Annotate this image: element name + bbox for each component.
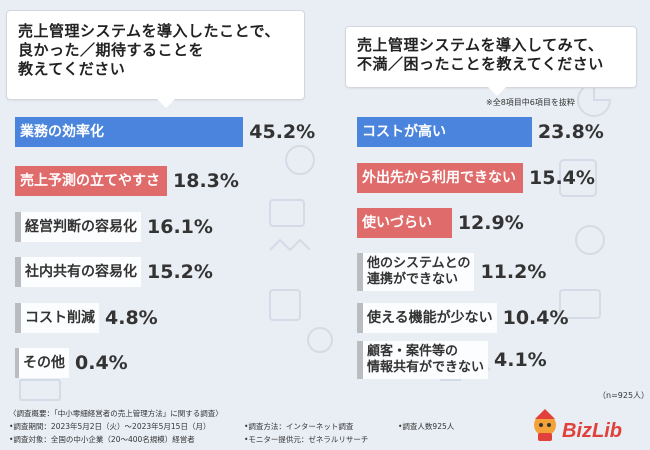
right-row-5: 使える機能が少ない 10.4% [357, 303, 612, 333]
left-question-text: 売上管理システムを導入したことで、 良かった／期待することを 教えてください [18, 22, 281, 78]
left-row-1: 業務の効率化 45.2% [15, 117, 315, 147]
left-bar-4 [15, 257, 21, 287]
right-label-1: コストが高い [362, 124, 446, 140]
left-bar-5 [15, 303, 21, 333]
right-value-5: 10.4% [502, 307, 569, 329]
left-bar-3 [15, 212, 21, 242]
left-question-bubble [6, 10, 305, 108]
left-value-1: 45.2% [249, 121, 316, 143]
right-row-6: 顧客・案件等の 情報共有ができない 4.1% [357, 341, 612, 379]
left-value-5: 4.8% [105, 307, 158, 329]
right-value-2: 15.4% [529, 167, 595, 189]
right-label-3: 使いづらい [362, 215, 432, 231]
right-bar-2 [357, 163, 523, 193]
left-row-5: コスト削減 4.8% [15, 303, 310, 333]
left-row-2: 売上予測の立てやすさ 18.3% [15, 166, 310, 196]
footer-method: •調査方法：インターネット調査 [244, 422, 354, 431]
right-value-3: 12.9% [457, 212, 524, 234]
left-value-6: 0.4% [75, 352, 128, 374]
right-question-bubble [345, 26, 637, 96]
left-bar-6 [15, 348, 19, 378]
left-label-3: 経営判断の容易化 [21, 212, 141, 242]
right-value-4: 11.2% [480, 261, 547, 283]
footer-line-1: 〈調査概要：「中小零細経営者の売上管理方法」に関する調査〉 [9, 409, 223, 418]
left-value-2: 18.3% [173, 170, 239, 192]
left-bar-2 [15, 166, 167, 196]
left-bar-1 [15, 117, 244, 147]
right-note: ※全8項目中6項目を抜粋 [486, 98, 575, 107]
footer-target: •調査対象：全国の中小企業（20〜400名規模）経営者 [9, 435, 195, 444]
right-value-6: 4.1% [494, 349, 547, 371]
left-label-2: 売上予測の立てやすさ [20, 173, 160, 189]
logo-mascot-icon: BizLib [534, 409, 622, 442]
right-row-2: 外出先から利用できない 15.4% [357, 163, 612, 193]
logo-text: BizLib [562, 420, 622, 442]
right-label-6: 顧客・案件等の 情報共有ができない [363, 341, 489, 379]
right-value-1: 23.8% [537, 121, 604, 143]
left-label-4: 社内共有の容易化 [21, 257, 141, 287]
footer-period: •調査期間：2023年5月2日（火）〜2023年5月15日（月） [9, 422, 211, 431]
left-label-1: 業務の効率化 [20, 124, 104, 140]
footer-provider: •モニター提供元：ゼネラルリサーチ [244, 435, 369, 444]
left-row-4: 社内共有の容易化 15.2% [15, 257, 310, 287]
right-bar-4 [357, 253, 363, 291]
left-value-4: 15.2% [147, 261, 213, 283]
right-row-1: コストが高い 23.8% [357, 117, 612, 147]
bizlib-logo: BizLib [528, 405, 638, 445]
sample-size: （n=925人） [598, 391, 650, 400]
right-bar-3 [357, 208, 452, 238]
left-value-3: 16.1% [147, 216, 213, 238]
left-row-3: 経営判断の容易化 16.1% [15, 212, 310, 242]
right-bar-5 [357, 303, 363, 333]
right-row-4: 他のシステムとの 連携ができない 11.2% [357, 253, 612, 291]
left-row-6: その他 0.4% [15, 348, 310, 378]
right-label-4: 他のシステムとの 連携ができない [363, 253, 475, 291]
right-row-3: 使いづらい 12.9% [357, 208, 612, 238]
left-label-6: その他 [19, 348, 69, 378]
right-label-5: 使える機能が少ない [363, 303, 497, 333]
right-bar-6 [357, 341, 363, 379]
footer-count: •調査人数925人 [398, 422, 455, 431]
right-label-2: 外出先から利用できない [362, 170, 516, 186]
left-label-5: コスト削減 [21, 303, 99, 333]
right-bar-1 [357, 117, 532, 147]
right-question-text: 売上管理システムを導入してみて、 不満／困ったことを教えてください [357, 36, 604, 73]
